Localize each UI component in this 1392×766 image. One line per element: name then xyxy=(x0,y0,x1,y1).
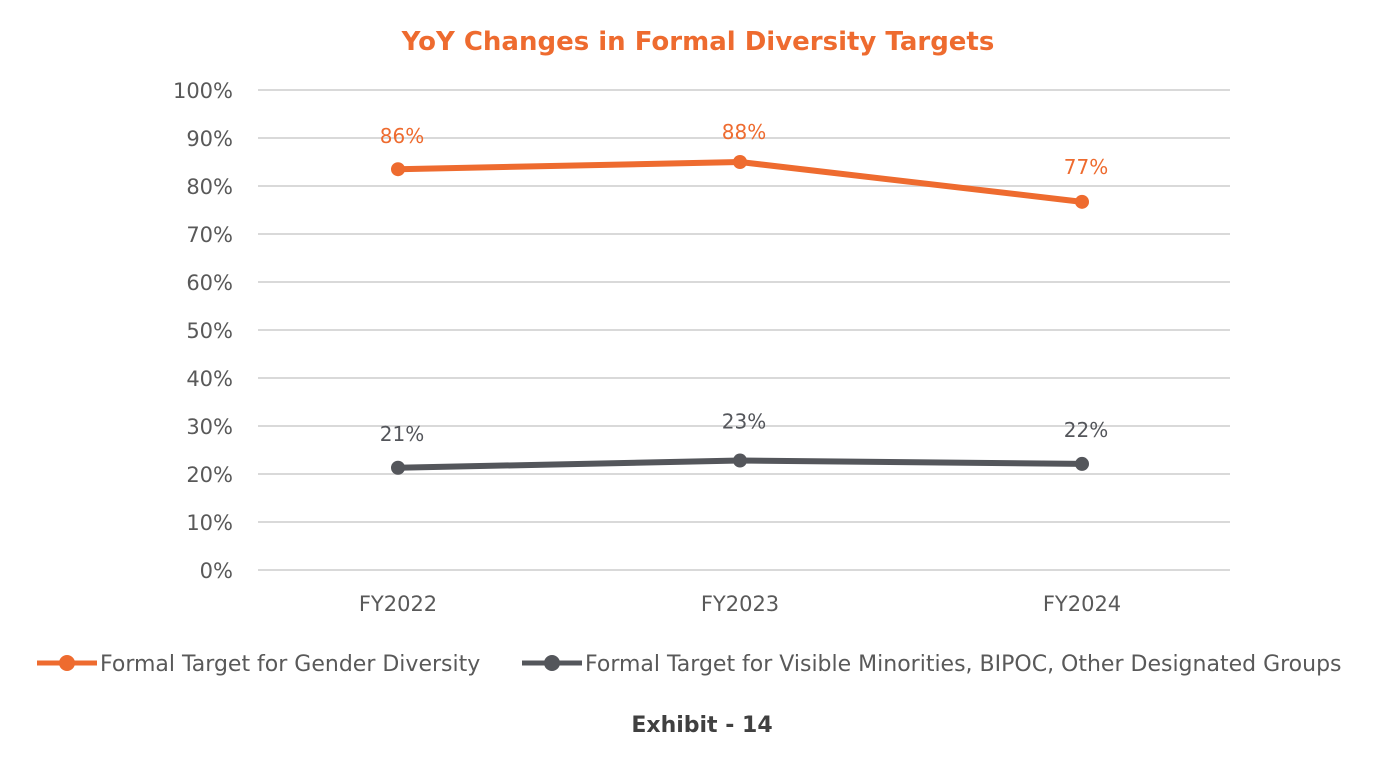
legend: Formal Target for Gender Diversity Forma… xyxy=(37,652,1342,677)
series-1: 21% 23% 22% xyxy=(380,410,1108,475)
data-point[interactable] xyxy=(391,162,405,177)
data-label: 21% xyxy=(380,422,424,446)
data-label: 22% xyxy=(1064,418,1108,442)
legend-item-gender[interactable]: Formal Target for Gender Diversity xyxy=(37,652,480,677)
x-axis: FY2022 FY2023 FY2024 xyxy=(359,592,1121,616)
y-tick-label: 10% xyxy=(186,511,233,535)
legend-item-minorities[interactable]: Formal Target for Visible Minorities, BI… xyxy=(522,652,1342,677)
data-label: 77% xyxy=(1064,155,1108,179)
y-tick-label: 0% xyxy=(200,559,233,583)
y-tick-label: 30% xyxy=(186,415,233,439)
legend-label-gender: Formal Target for Gender Diversity xyxy=(100,652,480,677)
x-tick-label: FY2024 xyxy=(1043,592,1121,616)
series-group: 86% 88% 77% 21% 23% 22% xyxy=(380,120,1108,475)
data-point[interactable] xyxy=(733,155,747,169)
exhibit-caption: Exhibit - 14 xyxy=(631,713,772,738)
x-tick-label: FY2023 xyxy=(701,592,779,616)
data-label: 86% xyxy=(380,124,424,148)
chart-title: YoY Changes in Formal Diversity Targets xyxy=(401,27,995,57)
data-point[interactable] xyxy=(733,453,747,468)
data-point[interactable] xyxy=(391,460,405,475)
legend-swatch-gender-dot xyxy=(59,655,75,671)
y-tick-label: 90% xyxy=(186,127,233,151)
y-tick-label: 60% xyxy=(186,271,233,295)
gridlines xyxy=(258,89,1230,571)
y-axis: 0% 10% 20% 30% 40% 50% 60% 70% 80% 90% 100% xyxy=(173,79,233,583)
series-0: 86% 88% 77% xyxy=(380,120,1108,209)
y-tick-label: 80% xyxy=(186,175,233,199)
data-label: 88% xyxy=(722,120,766,144)
data-label: 23% xyxy=(722,410,766,434)
y-tick-label: 40% xyxy=(186,367,233,391)
data-point[interactable] xyxy=(1075,194,1089,209)
x-tick-label: FY2022 xyxy=(359,592,437,616)
y-tick-label: 70% xyxy=(186,223,233,247)
y-tick-label: 100% xyxy=(173,79,233,103)
y-tick-label: 20% xyxy=(186,463,233,487)
legend-label-minorities: Formal Target for Visible Minorities, BI… xyxy=(585,652,1342,677)
y-tick-label: 50% xyxy=(186,319,233,343)
legend-swatch-minorities-dot xyxy=(544,655,560,671)
data-point[interactable] xyxy=(1075,456,1089,471)
